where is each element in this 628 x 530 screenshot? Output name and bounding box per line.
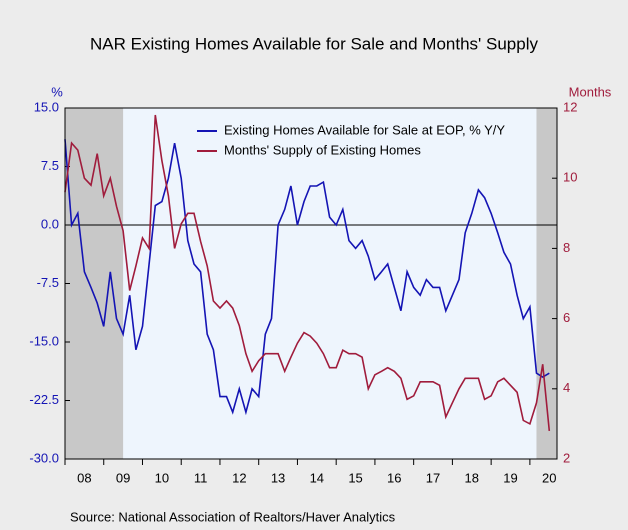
x-tick-label: 14 <box>310 470 324 485</box>
y2-tick-label: 4 <box>563 380 570 395</box>
legend-label: Existing Homes Available for Sale at EOP… <box>224 122 505 137</box>
x-tick-label: 08 <box>77 470 91 485</box>
x-tick-label: 13 <box>271 470 285 485</box>
x-tick-label: 09 <box>116 470 130 485</box>
y2-tick-label: 12 <box>563 99 577 114</box>
legend-label: Months' Supply of Existing Homes <box>224 142 421 157</box>
x-tick-label: 17 <box>426 470 440 485</box>
y2-tick-label: 8 <box>563 240 570 255</box>
y-tick-label: -7.5 <box>37 275 59 290</box>
x-tick-label: 15 <box>348 470 362 485</box>
x-tick-label: 12 <box>232 470 246 485</box>
y2-tick-label: 6 <box>563 310 570 325</box>
x-tick-label: 19 <box>503 470 517 485</box>
series-line <box>64 114 551 431</box>
source: Source: National Association of Realtors… <box>70 509 396 524</box>
y-axis-label: % <box>51 84 63 99</box>
x-tick-label: 11 <box>194 470 208 485</box>
y2-axis-label: Months <box>569 84 612 99</box>
y-tick-label: -22.5 <box>29 392 59 407</box>
x-tick-label: 20 <box>542 470 556 485</box>
y-tick-label: 7.5 <box>41 158 59 173</box>
y-tick-label: -15.0 <box>29 333 59 348</box>
y-tick-label: -30.0 <box>29 450 59 465</box>
y-tick-label: 0.0 <box>41 216 59 231</box>
y2-tick-label: 2 <box>563 450 570 465</box>
plot-area <box>65 108 557 459</box>
recession-shade <box>65 108 124 459</box>
series-line <box>64 139 550 416</box>
plot-frame <box>64 107 558 460</box>
y2-tick-label: 10 <box>563 170 577 185</box>
x-tick-label: 16 <box>387 470 401 485</box>
x-tick-label: 18 <box>465 470 479 485</box>
x-tick-label: 10 <box>155 470 169 485</box>
chart-title: NAR Existing Homes Available for Sale an… <box>90 34 538 53</box>
y-tick-label: 15.0 <box>34 99 59 114</box>
